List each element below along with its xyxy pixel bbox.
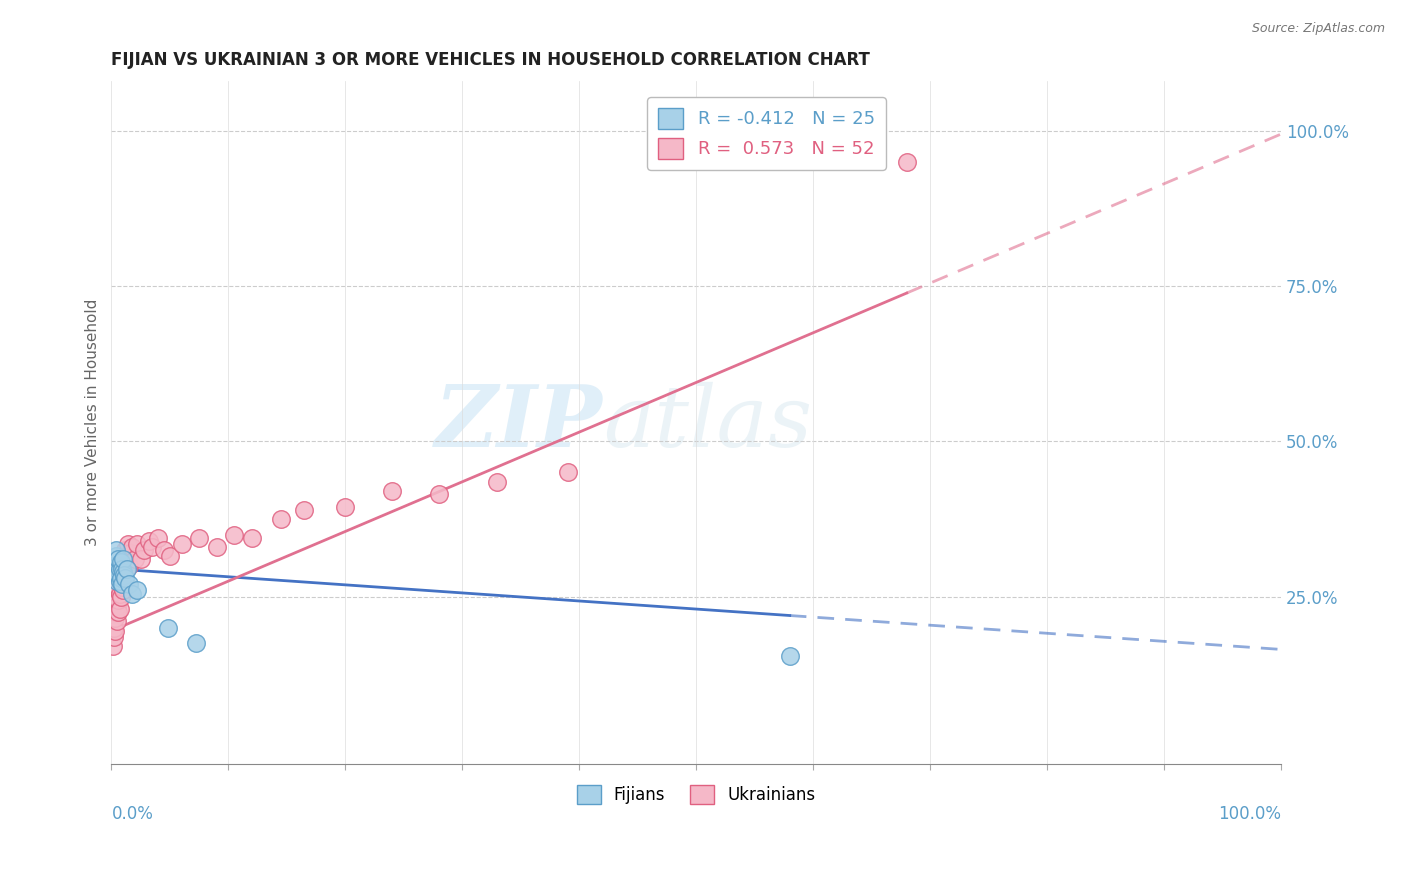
Point — [118, 558, 141, 573]
Point — [114, 571, 136, 585]
Point — [115, 546, 138, 560]
Point — [205, 540, 228, 554]
Point — [170, 537, 193, 551]
Point — [112, 568, 135, 582]
Point — [105, 599, 128, 613]
Point — [110, 577, 132, 591]
Point — [112, 568, 135, 582]
Point — [107, 592, 129, 607]
Point — [110, 571, 132, 585]
Legend: Fijians, Ukrainians: Fijians, Ukrainians — [571, 778, 823, 811]
Point — [105, 574, 128, 588]
Text: ZIP: ZIP — [434, 381, 603, 465]
Point — [110, 556, 132, 570]
Point — [121, 586, 143, 600]
Point — [107, 580, 129, 594]
Point — [105, 605, 128, 619]
Point — [427, 487, 450, 501]
Point — [159, 549, 181, 564]
Point — [156, 621, 179, 635]
Point — [148, 531, 170, 545]
Point — [486, 475, 509, 489]
Point — [120, 546, 142, 560]
Point — [114, 543, 136, 558]
Point — [105, 558, 128, 573]
Point — [108, 562, 131, 576]
Point — [896, 155, 918, 169]
Point — [112, 568, 135, 582]
Point — [138, 533, 160, 548]
Point — [108, 586, 131, 600]
Point — [107, 605, 129, 619]
Point — [112, 552, 135, 566]
Point — [107, 552, 129, 566]
Point — [111, 577, 134, 591]
Point — [117, 537, 139, 551]
Point — [111, 565, 134, 579]
Text: 100.0%: 100.0% — [1218, 805, 1281, 823]
Point — [112, 552, 135, 566]
Point — [103, 621, 125, 635]
Point — [141, 540, 163, 554]
Text: FIJIAN VS UKRAINIAN 3 OR MORE VEHICLES IN HOUSEHOLD CORRELATION CHART: FIJIAN VS UKRAINIAN 3 OR MORE VEHICLES I… — [111, 51, 870, 69]
Point — [134, 543, 156, 558]
Point — [111, 562, 134, 576]
Point — [114, 556, 136, 570]
Point — [270, 512, 292, 526]
Point — [103, 630, 125, 644]
Point — [118, 577, 141, 591]
Point — [184, 636, 207, 650]
Point — [121, 540, 143, 554]
Text: Source: ZipAtlas.com: Source: ZipAtlas.com — [1251, 22, 1385, 36]
Point — [129, 552, 152, 566]
Point — [108, 574, 131, 588]
Point — [240, 531, 263, 545]
Point — [153, 543, 176, 558]
Point — [105, 549, 128, 564]
Point — [188, 531, 211, 545]
Point — [112, 583, 135, 598]
Point — [224, 527, 246, 541]
Point — [779, 648, 801, 663]
Point — [105, 596, 128, 610]
Point — [110, 590, 132, 604]
Point — [104, 611, 127, 625]
Point — [335, 500, 357, 514]
Point — [127, 583, 149, 598]
Point — [105, 543, 128, 558]
Point — [104, 624, 127, 638]
Point — [108, 574, 131, 588]
Point — [101, 640, 124, 654]
Point — [124, 552, 146, 566]
Y-axis label: 3 or more Vehicles in Household: 3 or more Vehicles in Household — [86, 299, 100, 547]
Point — [105, 615, 128, 629]
Point — [108, 602, 131, 616]
Point — [111, 580, 134, 594]
Point — [112, 565, 135, 579]
Point — [127, 537, 149, 551]
Point — [557, 466, 579, 480]
Point — [107, 568, 129, 582]
Point — [104, 552, 127, 566]
Point — [103, 562, 125, 576]
Text: 0.0%: 0.0% — [111, 805, 153, 823]
Point — [381, 484, 404, 499]
Text: atlas: atlas — [603, 382, 811, 464]
Point — [115, 562, 138, 576]
Point — [292, 502, 315, 516]
